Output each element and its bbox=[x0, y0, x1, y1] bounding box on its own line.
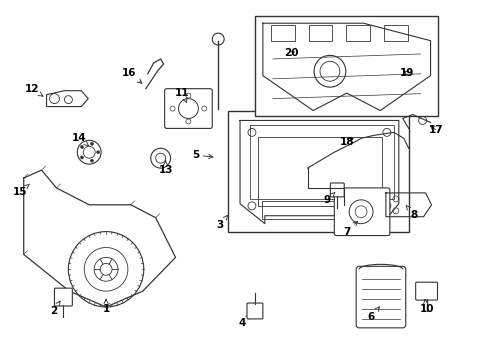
Text: 17: 17 bbox=[428, 125, 443, 135]
Bar bbox=[262, 201, 376, 219]
Text: 18: 18 bbox=[339, 137, 354, 147]
Text: 7: 7 bbox=[343, 221, 357, 237]
Text: 10: 10 bbox=[419, 300, 433, 314]
Text: 2: 2 bbox=[50, 301, 60, 316]
Text: 4: 4 bbox=[238, 315, 250, 328]
Circle shape bbox=[97, 151, 100, 154]
Text: 6: 6 bbox=[366, 307, 379, 322]
Circle shape bbox=[81, 145, 83, 148]
Bar bbox=[346, 25, 369, 41]
Text: 8: 8 bbox=[406, 206, 416, 220]
FancyBboxPatch shape bbox=[334, 188, 389, 235]
FancyBboxPatch shape bbox=[246, 303, 263, 319]
Circle shape bbox=[81, 156, 83, 159]
Bar bbox=[228, 111, 408, 231]
Text: 15: 15 bbox=[13, 184, 29, 197]
Bar bbox=[383, 25, 407, 41]
FancyBboxPatch shape bbox=[415, 282, 437, 300]
Text: 13: 13 bbox=[158, 161, 173, 175]
Text: 12: 12 bbox=[24, 84, 43, 96]
Text: 9: 9 bbox=[323, 192, 334, 205]
FancyBboxPatch shape bbox=[330, 183, 344, 197]
Bar bbox=[308, 25, 332, 41]
Text: 11: 11 bbox=[175, 88, 189, 102]
Circle shape bbox=[90, 159, 93, 162]
Bar bbox=[254, 16, 438, 116]
Bar bbox=[257, 137, 381, 206]
Text: 16: 16 bbox=[122, 68, 142, 83]
Text: 20: 20 bbox=[284, 48, 298, 58]
Text: 19: 19 bbox=[399, 68, 413, 78]
Text: 1: 1 bbox=[102, 300, 109, 314]
Text: 3: 3 bbox=[216, 215, 227, 230]
Circle shape bbox=[90, 142, 93, 145]
Bar bbox=[270, 25, 294, 41]
Text: 14: 14 bbox=[72, 133, 89, 146]
FancyBboxPatch shape bbox=[355, 266, 405, 328]
FancyBboxPatch shape bbox=[54, 288, 72, 306]
FancyBboxPatch shape bbox=[164, 89, 212, 129]
Text: 5: 5 bbox=[191, 150, 212, 160]
